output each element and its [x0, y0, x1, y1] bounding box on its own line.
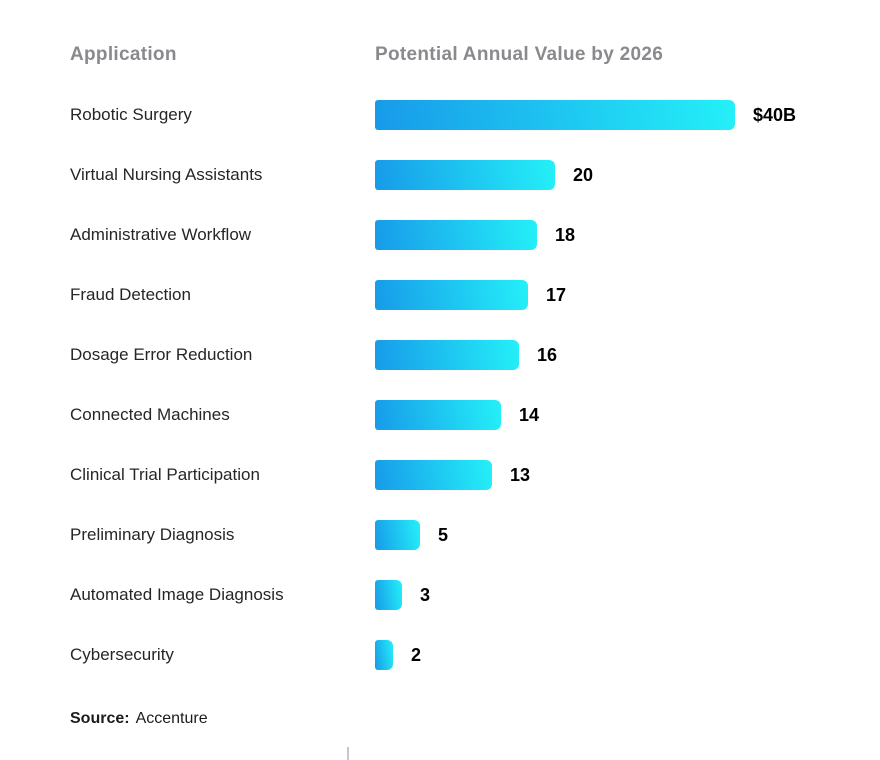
column-header-value: Potential Annual Value by 2026 [375, 44, 664, 65]
chart-row: Automated Image Diagnosis 3 [0, 565, 880, 625]
chart-row: Connected Machines 14 [0, 385, 880, 445]
value-label: 14 [519, 404, 540, 425]
value-bar [375, 340, 519, 370]
row-label: Dosage Error Reduction [70, 345, 253, 364]
chart-row: Cybersecurity 2 [0, 625, 880, 685]
bar-rows: Robotic Surgery $40B Virtual Nursing Ass… [0, 85, 880, 685]
column-header-application: Application [70, 44, 177, 65]
row-label: Administrative Workflow [70, 225, 252, 244]
row-label: Cybersecurity [70, 645, 174, 664]
value-label: 18 [555, 224, 576, 245]
chart-row: Fraud Detection 17 [0, 265, 880, 325]
chart-row: Administrative Workflow 18 [0, 205, 880, 265]
row-label: Robotic Surgery [70, 105, 192, 124]
value-bar [375, 580, 402, 610]
chart-row: Dosage Error Reduction 16 [0, 325, 880, 385]
value-bar [375, 460, 492, 490]
source-label: Source: [70, 710, 130, 727]
source-name: Accenture [135, 710, 208, 727]
value-bar [375, 400, 501, 430]
value-label: 16 [537, 344, 558, 365]
row-label: Clinical Trial Participation [70, 465, 260, 484]
value-bar [375, 280, 528, 310]
value-label: 13 [510, 464, 531, 485]
chart-row: Preliminary Diagnosis 5 [0, 505, 880, 565]
row-label: Virtual Nursing Assistants [70, 165, 263, 184]
chart-row: Robotic Surgery $40B [0, 85, 880, 145]
row-label: Preliminary Diagnosis [70, 525, 235, 544]
value-label: 17 [546, 284, 567, 305]
value-bar [375, 520, 420, 550]
value-label: 2 [411, 644, 422, 665]
chart-row: Virtual Nursing Assistants 20 [0, 145, 880, 205]
value-bar [375, 100, 735, 130]
bottom-tick-divider [347, 747, 349, 760]
row-label: Connected Machines [70, 405, 230, 424]
chart-row: Clinical Trial Participation 13 [0, 445, 880, 505]
value-label: 3 [420, 584, 431, 605]
value-bar [375, 220, 537, 250]
row-label: Automated Image Diagnosis [70, 585, 284, 604]
row-label: Fraud Detection [70, 285, 191, 304]
value-bar [375, 640, 393, 670]
source-note: Source: Accenture [70, 710, 208, 728]
value-label: 20 [573, 164, 594, 185]
value-label: $40B [753, 104, 797, 125]
value-label: 5 [438, 524, 449, 545]
value-bar [375, 160, 555, 190]
